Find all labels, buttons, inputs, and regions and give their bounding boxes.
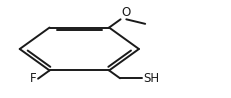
Text: O: O	[121, 6, 131, 19]
Text: SH: SH	[142, 72, 158, 85]
Text: F: F	[30, 72, 36, 85]
